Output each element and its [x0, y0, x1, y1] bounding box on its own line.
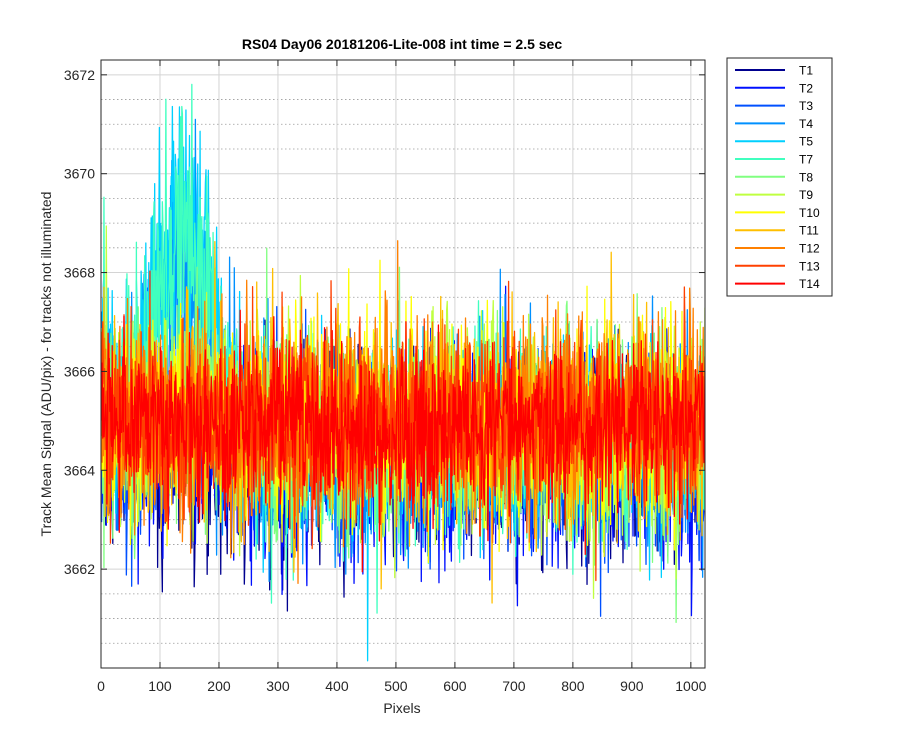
legend-label-t11: T11 [799, 224, 819, 238]
legend-label-t13: T13 [799, 259, 820, 273]
x-tick-label: 100 [148, 678, 172, 694]
x-tick-label: 700 [502, 678, 526, 694]
y-tick-labels: 3662 3664 3666 3668 3670 3672 [64, 67, 95, 577]
y-tick-label: 3666 [64, 363, 95, 379]
x-tick-label: 300 [266, 678, 290, 694]
legend: T1 T2 T3 T4 T5 T7 T8 T9 T10 T11 T12 T13 T14 [726, 57, 833, 297]
x-tick-label: 800 [561, 678, 585, 694]
legend-label-t7: T7 [799, 153, 813, 167]
ticks-group [100, 60, 705, 668]
legend-label-t10: T10 [799, 206, 820, 220]
y-tick-label: 3664 [64, 462, 95, 478]
legend-label-t1: T1 [799, 64, 813, 78]
plot-frame [100, 59, 706, 669]
y-tick-label: 3668 [64, 265, 95, 281]
y-tick-label: 3672 [64, 67, 95, 83]
legend-label-t9: T9 [799, 188, 813, 202]
series-line-t13 [101, 270, 705, 582]
series-line-t14 [101, 309, 705, 573]
x-tick-label: 500 [384, 678, 408, 694]
series-group [101, 83, 705, 662]
plot-area [100, 59, 706, 669]
y-axis-label: Track Mean Signal (ADU/pix) - for tracks… [38, 192, 54, 537]
y-tick-label: 3662 [64, 561, 95, 577]
x-tick-label: 200 [207, 678, 231, 694]
x-tick-label: 600 [443, 678, 467, 694]
x-tick-labels: 0 100 200 300 400 500 600 700 800 900 1000 [97, 678, 707, 694]
x-tick-label: 900 [620, 678, 644, 694]
x-tick-label: 400 [325, 678, 349, 694]
legend-label-t12: T12 [799, 242, 820, 256]
legend-label-t8: T8 [799, 170, 813, 184]
x-axis-label: Pixels [383, 700, 420, 716]
legend-label-t5: T5 [799, 135, 813, 149]
legend-label-t14: T14 [799, 277, 820, 291]
legend-label-t3: T3 [799, 99, 813, 113]
legend-label-t4: T4 [799, 117, 813, 131]
legend-label-t2: T2 [799, 81, 813, 95]
y-tick-label: 3670 [64, 166, 95, 182]
x-tick-label: 0 [97, 678, 105, 694]
x-tick-label: 1000 [675, 678, 706, 694]
legend-items: T1 T2 T3 T4 T5 T7 T8 T9 T10 T11 T12 T13 T14 [735, 64, 820, 291]
chart-title: RS04 Day06 20181206-Lite-008 int time = … [242, 36, 562, 52]
